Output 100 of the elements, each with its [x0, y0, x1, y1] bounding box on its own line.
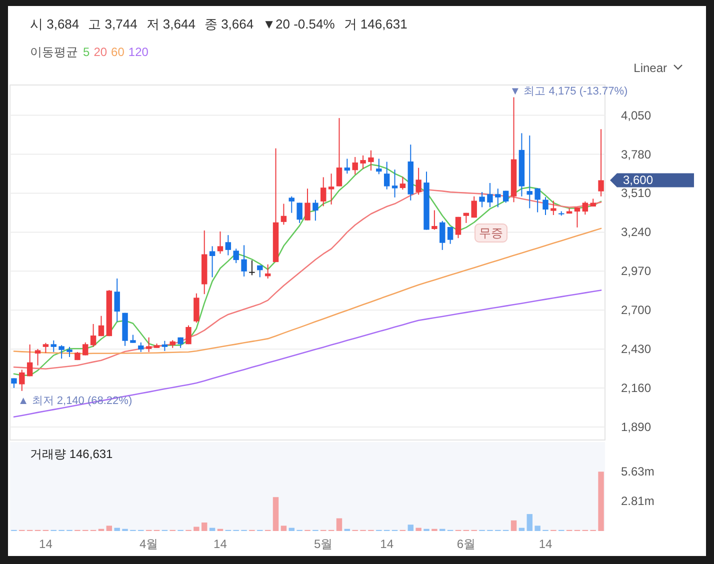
candlestick: [82, 342, 88, 356]
line-series: [13, 228, 602, 354]
y-tick-label: 2,970: [621, 264, 652, 278]
candlestick: [138, 342, 144, 352]
candlestick: [194, 292, 200, 324]
candlestick: [392, 169, 398, 198]
candlestick: [400, 176, 406, 190]
candlestick: [304, 188, 310, 221]
candlestick: [241, 244, 247, 277]
candlestick: [598, 128, 604, 197]
text: 3,600: [623, 173, 654, 188]
candlestick: [447, 226, 454, 244]
candlestick: [352, 156, 358, 175]
bar: [518, 528, 525, 531]
candlestick: [114, 278, 120, 322]
bar: [408, 524, 414, 531]
x-tick-label: 14: [380, 537, 394, 551]
y-tick-label: 3,780: [621, 147, 652, 162]
candlestick: [288, 196, 294, 214]
y-tick-label: 5.63m: [621, 464, 654, 478]
candlestick: [344, 158, 350, 174]
y-tick-label: 3,510: [621, 186, 652, 200]
y-tick-label: 4,050: [621, 108, 652, 122]
candlestick: [249, 260, 255, 276]
candlestick: [19, 369, 25, 392]
bar: [202, 522, 208, 531]
y-tick-label: 3,240: [621, 225, 652, 240]
candlestick: [432, 210, 438, 230]
x-tick-label: 14: [538, 537, 552, 551]
candlestick: [50, 340, 56, 352]
x-tick-label: 4월: [139, 537, 158, 551]
text: 시 3,684: [30, 16, 80, 32]
text: 종 3,664: [204, 16, 254, 32]
candlestick: [58, 344, 64, 360]
legend-title: 이동평균: [30, 45, 78, 59]
candlestick: [90, 323, 96, 348]
candlestick: [296, 202, 302, 224]
candlestick: [66, 346, 72, 358]
annotation: ▼ 최고 4,175 (-13.77%): [510, 85, 628, 98]
text: 60: [111, 45, 125, 59]
candlestick: [225, 234, 232, 256]
bar: [510, 520, 517, 531]
candlestick: [574, 207, 580, 228]
bar: [534, 526, 540, 531]
bar: [336, 518, 342, 531]
candlestick: [479, 192, 485, 208]
candlestick: [534, 188, 540, 213]
candlestick: [487, 182, 493, 208]
bar: [526, 514, 532, 531]
x-tick-label: 14: [39, 537, 53, 551]
text: Linear: [634, 61, 667, 75]
y-tick-label: 2,430: [621, 342, 652, 356]
candlestick: [11, 378, 17, 388]
text: 20: [94, 45, 108, 59]
candlestick: [526, 135, 532, 209]
candlestick: [217, 230, 224, 254]
candlestick: [416, 167, 422, 196]
bar: [194, 526, 200, 531]
candlestick: [360, 154, 366, 170]
annotation: 무증: [479, 226, 503, 240]
x-tick-label: 6월: [456, 537, 476, 551]
bar: [288, 528, 294, 531]
candlestick: [312, 199, 318, 222]
bar: [114, 528, 120, 531]
text: 고 3,744: [88, 16, 138, 32]
bar: [416, 528, 422, 531]
candlestick: [384, 161, 390, 190]
candlestick: [582, 200, 588, 216]
text: 거 146,631: [344, 16, 408, 32]
y-tick-label: 1,890: [621, 420, 652, 434]
bar: [106, 526, 112, 531]
candlestick: [455, 216, 462, 239]
bar: [272, 497, 279, 531]
bar: [598, 472, 604, 531]
candlestick: [440, 220, 446, 250]
candlestick: [186, 324, 192, 345]
candlestick: [162, 340, 168, 352]
chart-title: 거래량 146,631: [30, 447, 114, 461]
candlestick: [550, 200, 556, 216]
bar: [209, 528, 216, 531]
candlestick: [368, 150, 374, 172]
x-tick-label: 5월: [314, 537, 333, 551]
line-series: [13, 290, 602, 418]
candlestick: [98, 315, 104, 337]
candlestick: [42, 342, 49, 354]
candlestick: [471, 196, 477, 218]
bar: [280, 526, 287, 531]
candlestick: [280, 203, 287, 226]
y-tick-label: 2,700: [621, 303, 652, 318]
text: 5: [83, 45, 90, 59]
candlestick: [328, 173, 334, 205]
candlestick: [495, 188, 501, 208]
y-tick-label: 2.81m: [621, 494, 654, 508]
candlestick: [209, 246, 216, 278]
text: 저 3,644: [146, 16, 196, 32]
candlestick: [376, 158, 382, 175]
candlestick: [320, 176, 326, 207]
text: 120: [128, 45, 149, 59]
candlestick: [34, 348, 41, 366]
candlestick: [26, 344, 33, 377]
